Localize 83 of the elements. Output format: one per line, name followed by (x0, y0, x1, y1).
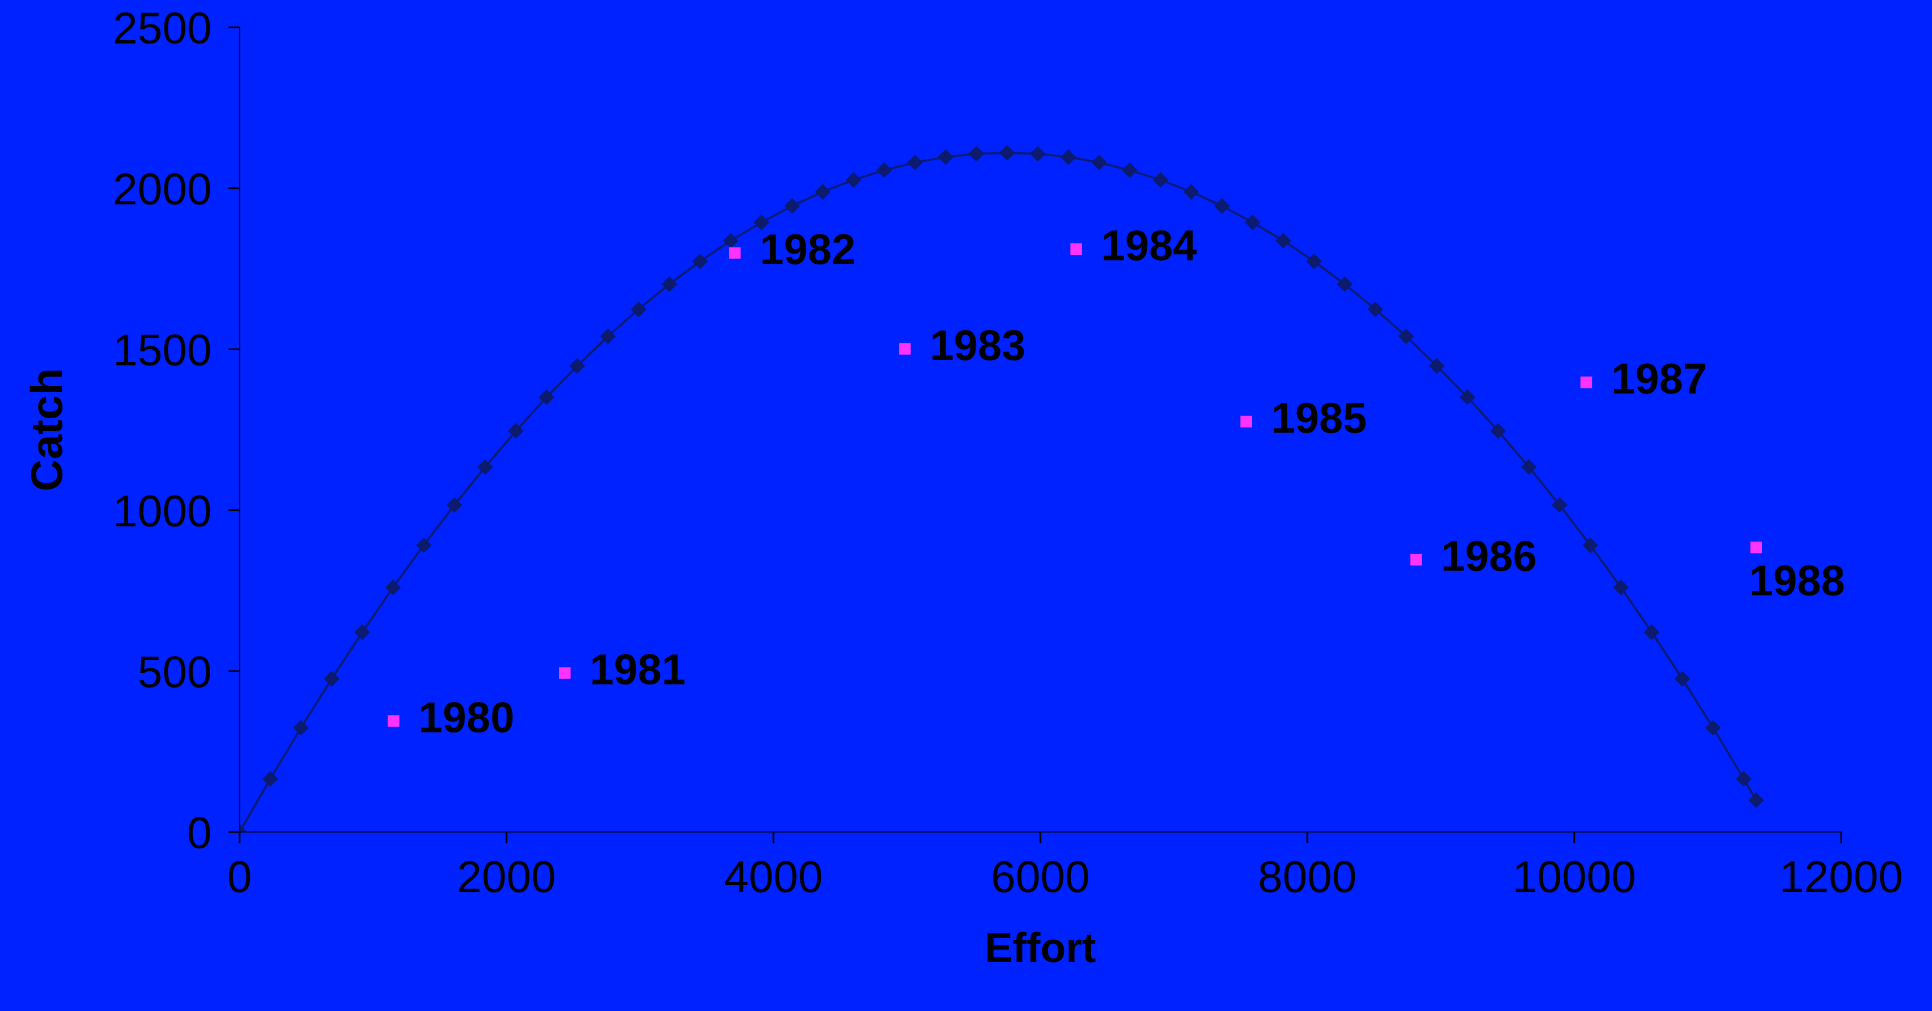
point (1214, 198, 1230, 214)
annotation: 1987 (1613, 363, 1706, 394)
point (1552, 497, 1568, 513)
x-tick-label: 8000 (1259, 861, 1356, 893)
point (1091, 154, 1107, 171)
point (1705, 720, 1721, 736)
x-tick-label: 0 (228, 861, 251, 893)
x-tick-label: 12000 (1782, 861, 1902, 893)
point (631, 301, 647, 317)
annotation: 1983 (932, 329, 1025, 361)
point (1459, 389, 1476, 405)
point (1367, 301, 1383, 317)
point (1060, 149, 1076, 165)
point (446, 497, 463, 513)
point (1122, 162, 1138, 178)
y-tick-label: 0 (188, 817, 211, 849)
point (324, 671, 340, 687)
point (1644, 624, 1660, 640)
x-tick-label: 2000 (459, 861, 555, 893)
point (1275, 233, 1291, 249)
point (723, 233, 739, 249)
point (1613, 579, 1629, 595)
point (845, 172, 862, 188)
point (692, 253, 708, 269)
x-tick-label: 6000 (993, 861, 1089, 893)
point (661, 276, 677, 292)
point (999, 145, 1015, 161)
annotation: 1985 (1273, 402, 1366, 434)
point (968, 146, 984, 162)
x-tick-label: 10000 (1515, 861, 1635, 893)
point (784, 198, 800, 214)
y-tick-label: 2500 (115, 12, 211, 44)
point (262, 771, 278, 787)
point (1750, 541, 1762, 554)
point (477, 459, 493, 475)
point (753, 214, 770, 230)
point (1070, 243, 1082, 255)
point (354, 624, 370, 640)
point (1521, 459, 1537, 475)
point (876, 162, 892, 178)
annotation: 1986 (1443, 540, 1536, 572)
point (815, 184, 831, 200)
annotation: 1984 (1103, 230, 1197, 261)
point (538, 389, 555, 405)
y-axis-title: Catch (29, 370, 63, 490)
point (907, 154, 923, 171)
point (385, 579, 401, 595)
annotation: 1980 (421, 702, 513, 733)
point (1306, 253, 1322, 269)
annotation: 1988 (1751, 565, 1844, 596)
point (1736, 771, 1752, 787)
point (938, 149, 954, 165)
point (729, 247, 741, 259)
point (1030, 146, 1046, 162)
y-tick-label: 1000 (116, 495, 211, 527)
x-axis-title: Effort (987, 931, 1096, 963)
y-tick-label: 2000 (115, 173, 211, 205)
annotation: 1982 (762, 234, 854, 265)
point (1582, 537, 1598, 553)
annotation: 1981 (592, 654, 685, 685)
x-tick-label: 4000 (725, 861, 822, 893)
point (559, 667, 571, 679)
point (1240, 415, 1252, 428)
point (1490, 423, 1506, 439)
point (1674, 671, 1690, 687)
y-tick-label: 500 (139, 656, 211, 688)
point (387, 715, 400, 727)
point (1152, 172, 1169, 188)
point (1183, 184, 1199, 200)
point (569, 358, 585, 374)
point (600, 328, 616, 344)
point (416, 537, 432, 553)
point (1748, 792, 1764, 808)
point (1245, 214, 1261, 230)
point (1410, 553, 1422, 566)
point (508, 423, 524, 439)
point (1429, 358, 1445, 374)
point (293, 720, 309, 736)
point (899, 343, 911, 355)
point (1398, 328, 1414, 344)
y-tick-label: 1500 (116, 334, 211, 366)
point (1337, 276, 1353, 292)
point (1580, 376, 1593, 389)
